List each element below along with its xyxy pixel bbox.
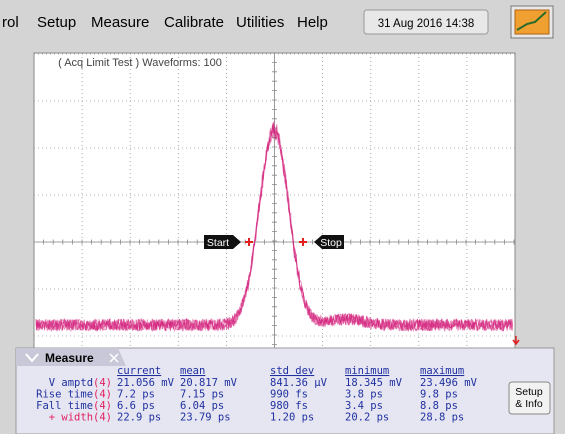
measure-value: 6.6 ps — [117, 400, 155, 412]
measure-value: 20.2 ps — [345, 412, 389, 424]
measure-value: 1.20 ps — [270, 412, 314, 424]
measure-value: 20.817 mV — [180, 377, 238, 389]
measure-value: 7.2 ps — [117, 389, 155, 401]
column-header: minimum — [345, 365, 389, 377]
stop-marker — [314, 235, 344, 249]
menu-item[interactable]: Calibrate — [164, 14, 224, 31]
button-label[interactable]: Setup — [515, 386, 543, 398]
measure-value: 990 fs — [270, 389, 308, 401]
column-header: mean — [180, 365, 205, 377]
label-text: Rise time — [36, 389, 93, 401]
column-header: maximum — [420, 365, 464, 377]
measure-value: 21.056 mV — [117, 377, 175, 389]
measure-value: 23.496 mV — [420, 377, 478, 389]
row-label: V amptd(4) — [49, 377, 112, 389]
measure-value: 3.4 ps — [345, 400, 383, 412]
close-icon[interactable] — [109, 353, 119, 363]
channel-marker — [512, 336, 520, 346]
button-label[interactable]: & Info — [515, 398, 543, 410]
column-header: current — [117, 365, 161, 377]
start-marker — [204, 235, 241, 249]
menu-item[interactable]: rol — [2, 14, 19, 31]
datetime-box — [363, 9, 489, 35]
label-text: Fall time — [36, 400, 93, 412]
measure-value: 6.04 ps — [180, 400, 224, 412]
menu-item[interactable]: Help — [297, 14, 328, 31]
measure-value: 8.8 ps — [420, 400, 458, 412]
channel: (4) — [93, 389, 112, 401]
measure-value: 23.79 ps — [180, 412, 231, 424]
column-header: std dev — [270, 365, 314, 377]
menu-item[interactable]: Utilities — [236, 14, 284, 31]
grid — [33, 52, 515, 348]
menu-item[interactable]: Setup — [37, 14, 76, 31]
status-text: ( Acq Limit Test ) Waveforms: 100 — [58, 57, 222, 69]
stop-label: Stop — [320, 237, 342, 249]
row-label: Rise time(4) — [36, 389, 112, 401]
label-text: V amptd — [49, 377, 93, 389]
channel: (4) — [93, 400, 112, 412]
start-label: Start — [207, 237, 229, 249]
measure-value: 22.9 ps — [117, 412, 161, 424]
icon-line — [516, 11, 547, 31]
row-label: Fall time(4) — [36, 400, 112, 412]
cursor-markers — [245, 238, 307, 246]
menu-item[interactable]: Measure — [91, 14, 149, 31]
channel: (4) — [93, 412, 112, 424]
row-label: + width(4) — [49, 412, 112, 424]
datetime: 31 Aug 2016 14:38 — [378, 18, 475, 30]
measure-value: 9.8 ps — [420, 389, 458, 401]
waveform — [35, 121, 514, 333]
label-text: + width — [49, 412, 93, 424]
channel: (4) — [93, 377, 112, 389]
measure-value: 3.8 ps — [345, 389, 383, 401]
measure-tab — [16, 348, 126, 366]
measure-value: 841.36 µV — [270, 377, 328, 389]
measure-title: Measure — [45, 351, 94, 365]
trace — [35, 122, 514, 333]
measure-value: 7.15 ps — [180, 389, 224, 401]
setup-info-button[interactable] — [508, 381, 551, 415]
measure-value: 18.345 mV — [345, 377, 403, 389]
measure-value: 28.8 ps — [420, 412, 464, 424]
collapse-icon[interactable] — [25, 353, 39, 363]
measure-value: 980 fs — [270, 400, 308, 412]
